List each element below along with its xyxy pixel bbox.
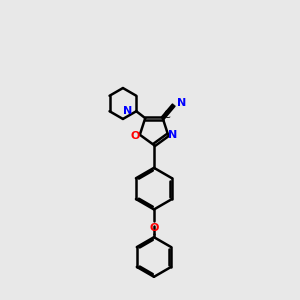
Text: O: O — [149, 223, 159, 233]
Text: O: O — [131, 131, 140, 141]
Text: N: N — [176, 98, 186, 108]
Text: C: C — [164, 110, 170, 120]
Text: N: N — [123, 106, 132, 116]
Text: N: N — [168, 130, 177, 140]
